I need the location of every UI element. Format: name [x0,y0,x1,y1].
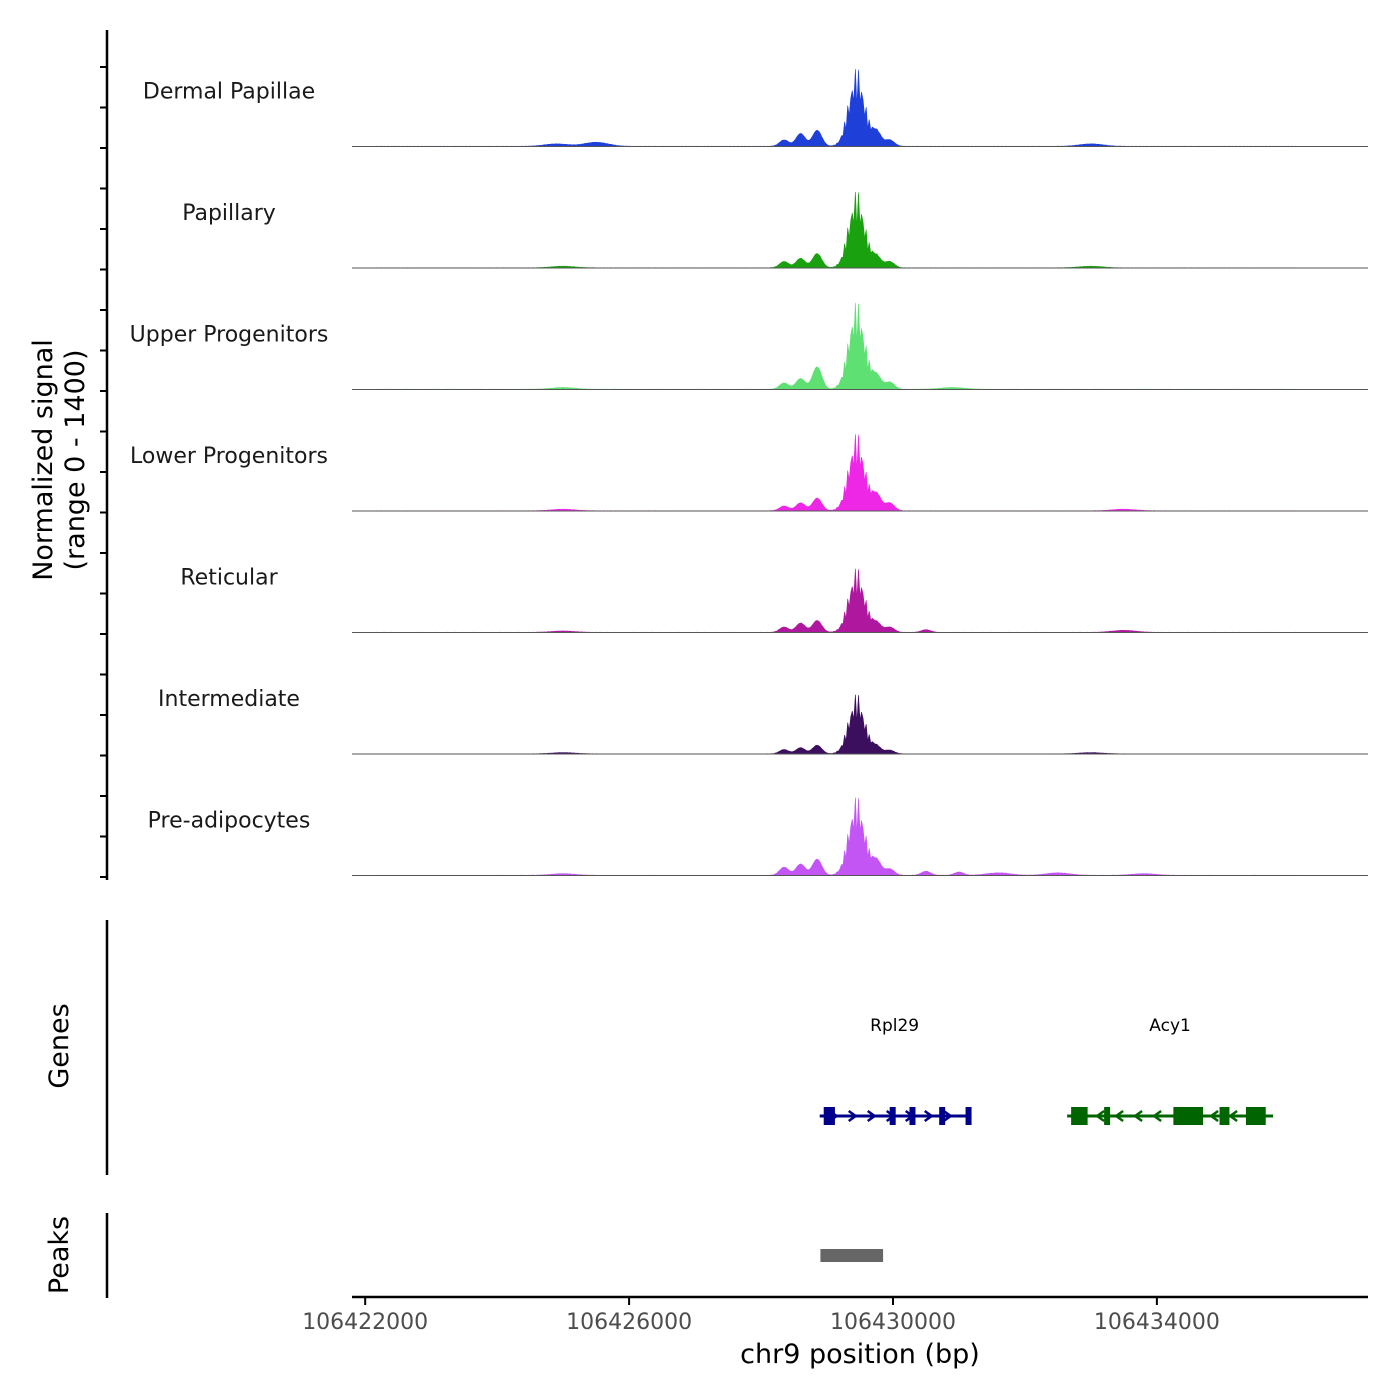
x-axis-title: chr9 position (bp) [740,1339,980,1370]
track-upper-progenitors: Upper Progenitors [130,302,1368,390]
track-label: Dermal Papillae [143,80,315,105]
peak-regions [820,1249,884,1262]
gene-rpl29: Rpl29 [819,1016,972,1125]
signal-tracks: Dermal Papillae Papillary Upper Progenitor… [130,69,1368,876]
gene-exon [889,1107,896,1125]
gene-exon [909,1107,916,1125]
coverage-area [375,694,1300,755]
gene-exon [1173,1107,1204,1125]
peaks-panel-label: Peaks [44,1216,75,1294]
coverage-area [375,568,1300,633]
strand-arrow [1113,1109,1124,1123]
y-axis-title-line1: Normalized signal [28,339,59,581]
coverage-area [375,302,1300,390]
track-label: Intermediate [158,687,300,712]
gene-acy1: Acy1 [1067,1016,1274,1125]
x-tick-label: 106426000 [566,1310,692,1335]
track-label: Lower Progenitors [130,444,328,469]
track-label: Reticular [180,566,278,591]
track-papillary: Papillary [182,191,1368,269]
gene-exon [939,1107,946,1125]
coverage-area [375,191,1300,269]
track-reticular: Reticular [180,566,1368,633]
coverage-area [375,69,1300,147]
track-label: Pre-adipocytes [148,809,311,834]
gene-exon [823,1107,835,1125]
gene-exon [965,1107,972,1125]
track-label: Papillary [182,201,276,226]
track-intermediate: Intermediate [158,687,1368,755]
strand-arrow [847,1109,858,1123]
strand-arrow [1227,1109,1238,1123]
track-lower-progenitors: Lower Progenitors [130,434,1368,512]
track-pre-adipocytes: Pre-adipocytes [148,797,1368,876]
coverage-area [375,797,1300,876]
strand-arrow [923,1109,934,1123]
strand-arrow [866,1109,877,1123]
gene-exon [1219,1107,1230,1125]
gene-exon [1104,1107,1111,1125]
gene-exon [1071,1107,1088,1125]
strand-arrow [942,1109,953,1123]
peak-region [820,1249,884,1262]
gene-annotations: Rpl29 Acy1 [819,1016,1274,1125]
strand-arrow [1208,1109,1219,1123]
x-tick-label: 106422000 [302,1310,428,1335]
gene-label: Rpl29 [870,1016,919,1036]
track-dermal-papillae: Dermal Papillae [143,69,1368,147]
strand-arrow [1132,1109,1143,1123]
x-tick-label: 106430000 [830,1310,956,1335]
track-label: Upper Progenitors [130,323,329,348]
x-axis-ticks: 106422000 106426000 106430000 106434000 [302,1297,1220,1335]
x-tick-label: 106434000 [1094,1310,1220,1335]
strand-arrow [1094,1109,1105,1123]
y-axis-title-line2: (range 0 - 1400) [60,350,91,571]
gene-label: Acy1 [1149,1016,1191,1036]
signal-y-ticks [100,66,107,878]
genes-panel-label: Genes [44,1003,75,1088]
gene-exon [1245,1107,1266,1125]
coverage-area [375,434,1300,512]
strand-arrow [1151,1109,1162,1123]
